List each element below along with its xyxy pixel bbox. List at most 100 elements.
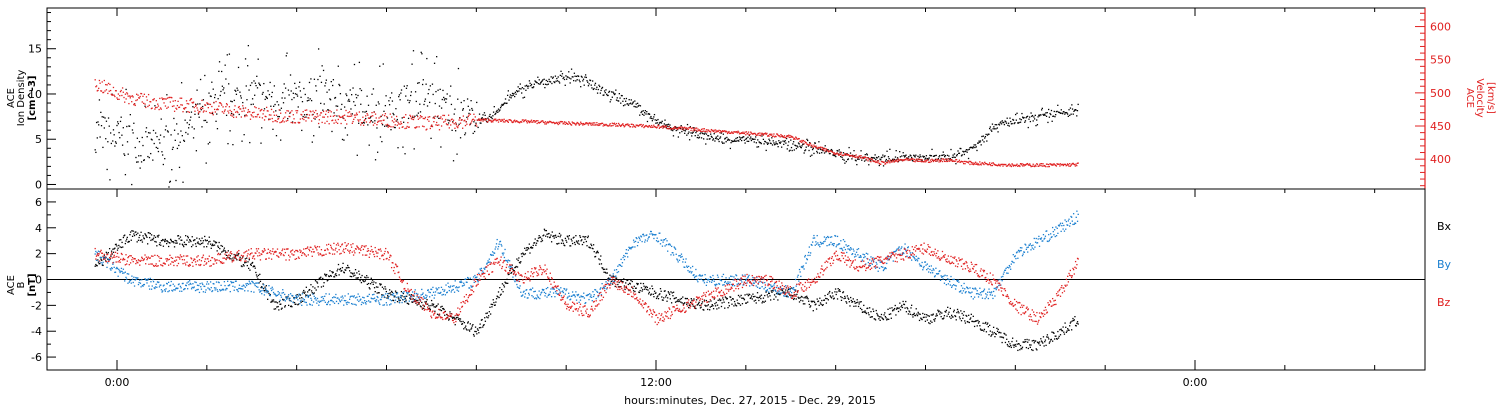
density-point	[242, 101, 244, 104]
density-point	[903, 156, 906, 158]
density-point	[1005, 122, 1008, 124]
velocity-point	[379, 116, 382, 118]
field-point-bx	[563, 244, 565, 246]
density-point	[352, 87, 354, 89]
velocity-point	[797, 138, 799, 140]
density-point	[290, 90, 292, 92]
field-point-by	[396, 292, 399, 294]
field-point-bx	[536, 239, 538, 242]
field-point-by	[183, 288, 186, 290]
velocity-point	[714, 131, 716, 133]
field-point-by	[150, 281, 152, 283]
velocity-point	[211, 105, 213, 108]
field-point-bx	[147, 243, 149, 245]
velocity-point	[302, 111, 304, 113]
velocity-point	[303, 116, 306, 118]
field-point-bx	[873, 318, 875, 320]
density-point	[737, 139, 739, 142]
density-point	[703, 138, 705, 140]
field-point-bx	[697, 303, 699, 306]
velocity-point	[568, 122, 571, 124]
velocity-point	[337, 118, 339, 121]
field-point-bx	[142, 235, 144, 237]
velocity-point	[1012, 165, 1015, 167]
density-point	[433, 62, 436, 64]
velocity-point	[854, 156, 856, 158]
field-point-by	[357, 293, 359, 295]
field-point-by	[404, 295, 407, 298]
density-point	[270, 105, 272, 107]
field-point-bx	[424, 301, 426, 303]
density-point	[877, 160, 879, 162]
density-point	[105, 138, 107, 140]
density-point	[169, 181, 171, 183]
density-point	[1000, 121, 1002, 123]
field-point-bx	[547, 233, 549, 235]
field-point-bx	[219, 253, 222, 255]
field-point-by	[152, 278, 154, 281]
field-point-by	[280, 296, 283, 298]
velocity-point	[700, 130, 702, 133]
field-point-bx	[637, 283, 639, 285]
density-point	[963, 153, 965, 156]
density-point	[821, 152, 823, 154]
density-point	[619, 97, 621, 99]
field-point-bx	[1021, 346, 1024, 348]
field-point-bx	[709, 306, 711, 308]
velocity-point	[108, 90, 110, 92]
density-point	[244, 58, 247, 60]
density-point	[907, 157, 909, 159]
velocity-point	[104, 90, 106, 92]
density-point	[398, 95, 400, 98]
field-point-bx	[311, 292, 313, 294]
field-point-bx	[919, 313, 921, 315]
field-point-bx	[678, 300, 681, 302]
field-point-bx	[439, 309, 441, 311]
field-point-by	[223, 281, 226, 283]
velocity-point	[605, 123, 607, 126]
density-point	[955, 163, 957, 165]
field-point-bx	[644, 286, 647, 289]
velocity-point	[311, 114, 313, 116]
field-point-bx	[819, 297, 821, 299]
velocity-point	[760, 133, 762, 135]
field-point-by	[129, 280, 131, 282]
velocity-point	[866, 157, 869, 159]
velocity-point	[586, 123, 588, 125]
field-point-by	[184, 288, 186, 290]
density-point	[219, 94, 221, 97]
density-point	[967, 149, 969, 151]
density-point	[651, 120, 654, 122]
field-point-by	[345, 300, 347, 302]
density-point	[766, 142, 768, 144]
density-point	[962, 150, 964, 153]
density-point	[951, 156, 954, 159]
field-point-bx	[909, 313, 911, 315]
velocity-point	[417, 115, 419, 118]
density-point	[700, 137, 703, 139]
field-point-bx	[472, 333, 475, 336]
field-point-bx	[437, 303, 439, 305]
velocity-point	[181, 104, 183, 106]
density-point	[1053, 110, 1055, 113]
velocity-point	[114, 95, 116, 98]
velocity-point	[603, 124, 606, 127]
density-point	[472, 132, 474, 135]
field-point-by	[356, 299, 359, 301]
field-point-by	[133, 285, 136, 287]
velocity-point	[642, 124, 644, 126]
field-point-bx	[255, 271, 257, 274]
field-point-bx	[747, 294, 750, 297]
field-point-bx	[453, 317, 456, 319]
field-point-bx	[810, 300, 812, 302]
velocity-point	[845, 153, 847, 155]
field-point-bx	[1009, 343, 1011, 345]
field-point-bx	[634, 287, 637, 289]
density-point	[342, 117, 344, 119]
field-point-bx	[182, 244, 184, 246]
density-point	[240, 97, 242, 99]
field-point-bx	[371, 281, 373, 283]
field-point-bx	[756, 292, 759, 294]
field-point-by	[299, 300, 302, 302]
